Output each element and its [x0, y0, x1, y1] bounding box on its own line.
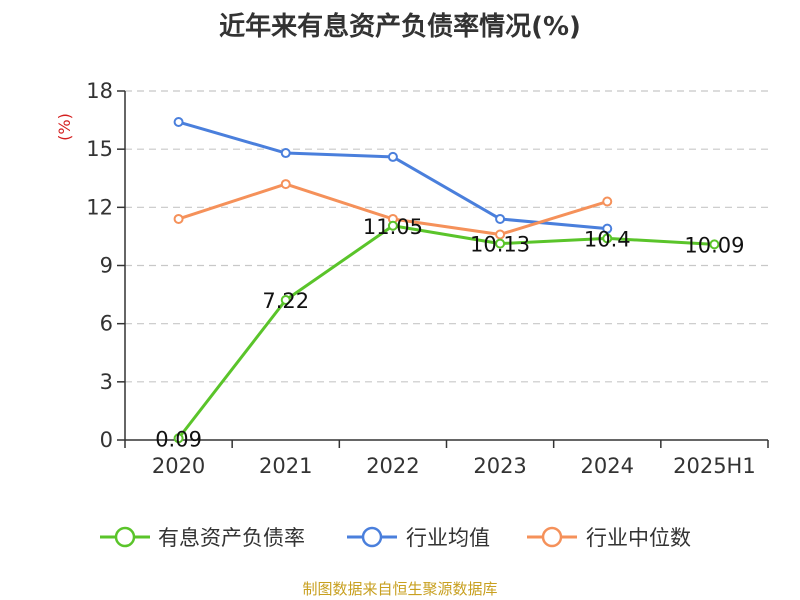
data-point [602, 223, 613, 234]
data-point [387, 151, 398, 162]
x-tick-label: 2024 [581, 454, 634, 478]
y-axis-unit-label: (%) [55, 113, 74, 141]
data-label: 0.09 [155, 427, 202, 451]
y-tick-label: 3 [100, 370, 113, 394]
legend-marker [361, 526, 383, 548]
x-tick-label: 2020 [152, 454, 205, 478]
data-label: 10.13 [470, 233, 530, 257]
data-point [280, 295, 291, 306]
data-point [602, 233, 613, 244]
data-label: 10.09 [684, 233, 744, 257]
source-note: 制图数据来自恒生聚源数据库 [302, 580, 498, 598]
data-point [602, 196, 613, 207]
y-tick-label: 9 [100, 254, 113, 278]
x-tick-label: 2025H1 [673, 454, 756, 478]
data-point [173, 213, 184, 224]
x-tick-label: 2023 [473, 454, 526, 478]
y-tick-label: 0 [100, 428, 113, 452]
legend-label: 有息资产负债率 [158, 526, 305, 550]
y-tick-label: 18 [86, 79, 113, 103]
legend-marker [541, 526, 563, 548]
data-point [280, 148, 291, 159]
y-tick-label: 6 [100, 312, 113, 336]
x-tick-label: 2021 [259, 454, 312, 478]
legend-marker [114, 526, 136, 548]
data-point [387, 220, 398, 231]
series [173, 117, 720, 444]
x-tick-label: 2022 [366, 454, 419, 478]
series-line [178, 120, 608, 231]
data-point [173, 433, 184, 444]
chart-title: 近年来有息资产负债率情况(%) [219, 12, 581, 42]
data-point [495, 238, 506, 249]
y-tick-label: 12 [86, 195, 113, 219]
y-tick-label: 15 [86, 137, 113, 161]
series-line [177, 224, 715, 440]
data-label: 7.22 [262, 289, 309, 313]
legend-label: 行业中位数 [586, 526, 691, 550]
data-point [495, 229, 506, 240]
data-point [280, 179, 291, 190]
legend-label: 行业均值 [406, 526, 490, 550]
data-point [495, 213, 506, 224]
data-point [709, 239, 720, 250]
axes: 0 3 6 9 12 15 18 2020 2021 2022 2023 2024 2025H1 [86, 79, 769, 478]
data-point [173, 117, 184, 128]
data-label: 10.4 [584, 227, 631, 251]
data-labels: 0.09 7.22 11.05 10.13 10.4 10.09 [155, 215, 744, 452]
data-label: 11.05 [363, 215, 423, 239]
legend: 有息资产负债率 行业均值 行业中位数 [100, 526, 691, 550]
